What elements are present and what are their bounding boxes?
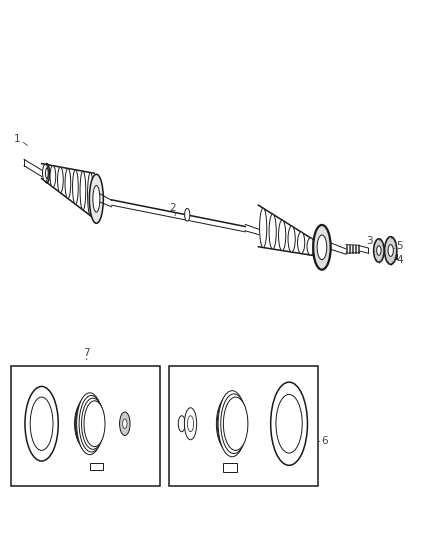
- Ellipse shape: [25, 386, 58, 461]
- Bar: [11, 366, 160, 486]
- Text: 7: 7: [83, 348, 90, 358]
- Text: 1: 1: [13, 134, 20, 143]
- Ellipse shape: [44, 164, 49, 183]
- Text: 6: 6: [321, 437, 328, 446]
- Bar: [169, 366, 318, 486]
- Ellipse shape: [385, 237, 397, 264]
- Ellipse shape: [223, 397, 248, 450]
- Ellipse shape: [260, 208, 267, 247]
- Ellipse shape: [79, 395, 104, 452]
- Ellipse shape: [297, 232, 305, 254]
- Ellipse shape: [276, 394, 302, 453]
- Ellipse shape: [288, 226, 295, 252]
- Ellipse shape: [279, 220, 286, 251]
- Ellipse shape: [73, 170, 78, 204]
- Ellipse shape: [30, 397, 53, 450]
- Ellipse shape: [65, 168, 71, 199]
- Ellipse shape: [313, 225, 331, 270]
- Bar: [223, 463, 237, 472]
- Ellipse shape: [75, 398, 98, 449]
- Ellipse shape: [218, 391, 246, 457]
- Ellipse shape: [217, 394, 244, 454]
- Ellipse shape: [123, 419, 127, 429]
- Ellipse shape: [46, 168, 48, 179]
- Ellipse shape: [271, 382, 307, 465]
- Ellipse shape: [57, 167, 63, 193]
- Ellipse shape: [84, 401, 105, 447]
- Ellipse shape: [221, 394, 247, 454]
- Ellipse shape: [377, 246, 381, 255]
- Ellipse shape: [178, 416, 185, 432]
- Bar: [90, 463, 103, 470]
- Ellipse shape: [80, 171, 86, 210]
- Ellipse shape: [185, 208, 190, 221]
- Text: 3: 3: [366, 236, 373, 246]
- Ellipse shape: [187, 416, 194, 432]
- Text: 4: 4: [396, 255, 403, 265]
- Ellipse shape: [317, 235, 327, 260]
- Ellipse shape: [216, 397, 241, 450]
- Text: 5: 5: [396, 241, 403, 251]
- Ellipse shape: [374, 239, 384, 262]
- Ellipse shape: [42, 164, 48, 181]
- Ellipse shape: [50, 166, 56, 187]
- Text: 2: 2: [170, 203, 177, 213]
- Ellipse shape: [184, 408, 197, 440]
- Ellipse shape: [120, 412, 130, 435]
- Ellipse shape: [74, 401, 95, 447]
- Ellipse shape: [76, 395, 100, 452]
- Ellipse shape: [77, 393, 103, 455]
- Ellipse shape: [81, 398, 104, 449]
- Ellipse shape: [307, 238, 314, 255]
- Ellipse shape: [388, 245, 393, 256]
- Ellipse shape: [269, 214, 276, 249]
- Ellipse shape: [93, 185, 100, 212]
- Ellipse shape: [88, 173, 93, 216]
- Ellipse shape: [89, 174, 103, 223]
